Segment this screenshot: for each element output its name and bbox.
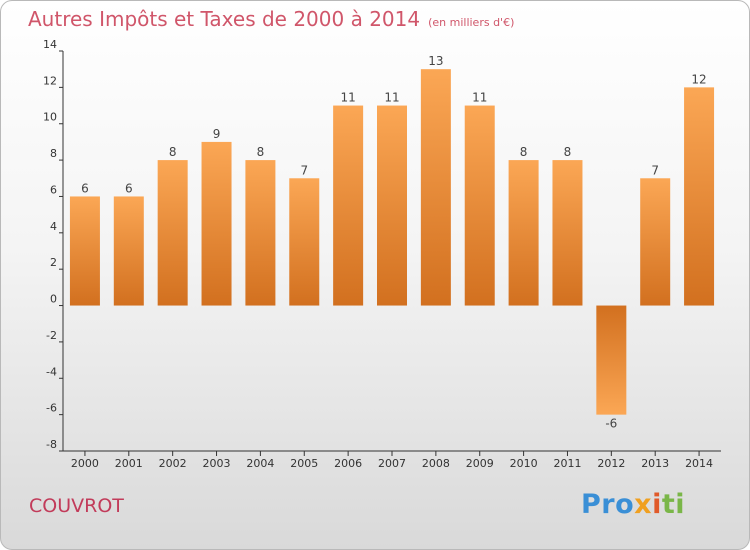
y-tick-label: 0 [50,293,57,306]
bar-value-label: 11 [340,91,355,105]
chart-unit-note: (en milliers d'€) [428,16,515,29]
x-tick-label: 2009 [466,457,494,470]
bar-value-label: 6 [125,181,133,195]
bar [157,160,188,306]
bar-value-label: 13 [428,54,443,68]
bar-value-label: 6 [81,181,89,195]
bar-value-label: 7 [300,163,308,177]
y-tick-label: 8 [50,147,57,160]
x-tick-label: 2010 [510,457,538,470]
chart-value-labels: 6 6 8 9 8 7 11 11 13 11 8 8 -6 7 12 [81,54,707,430]
bar-value-label: 8 [520,145,528,159]
x-tick-label: 2014 [685,457,713,470]
bar-value-label: 12 [691,72,706,86]
bar [245,160,276,306]
bar-value-label: 8 [169,145,177,159]
chart-title: Autres Impôts et Taxes de 2000 à 2014 (en… [28,7,514,31]
x-tick-label: 2004 [246,457,274,470]
bar [640,178,671,306]
bar-value-label: 11 [384,91,399,105]
bar [420,69,451,306]
bar-value-label: 8 [564,145,572,159]
y-tick-label: -6 [46,402,57,415]
x-tick-label: 2003 [203,457,231,470]
bar [333,105,364,306]
y-tick-label: 12 [43,74,57,87]
x-tick-label: 2011 [553,457,581,470]
bar [552,160,583,306]
bar-value-label: 9 [213,127,221,141]
bar-value-label: -6 [605,417,617,431]
proxiti-logo: Proxiti [581,489,686,520]
x-tick-label: 2001 [115,457,143,470]
x-tick-label: 2013 [641,457,669,470]
bar [684,87,715,306]
y-tick-label: 10 [43,111,57,124]
y-tick-label: 6 [50,183,57,196]
x-tick-label: 2000 [71,457,99,470]
bar [201,141,232,306]
bar-value-label: 7 [651,163,659,177]
x-tick-label: 2012 [597,457,625,470]
x-tick-label: 2008 [422,457,450,470]
bar [508,160,539,306]
bar [69,196,100,306]
y-tick-label: -4 [46,365,57,378]
y-tick-label: 2 [50,256,57,269]
chart-title-text: Autres Impôts et Taxes de 2000 à 2014 [28,7,421,31]
bar [113,196,144,306]
y-tick-label: 14 [43,38,57,51]
x-tick-label: 2002 [159,457,187,470]
bar-value-label: 8 [257,145,265,159]
x-tick-label: 2006 [334,457,362,470]
x-tick-label: 2005 [290,457,318,470]
bar-value-label: 11 [472,91,487,105]
bar [377,105,407,306]
bar [464,105,495,306]
bar [289,178,320,306]
x-tick-label: 2007 [378,457,406,470]
bar [596,305,627,415]
chart-bars [69,69,715,415]
y-tick-label: -2 [46,329,57,342]
y-tick-label: 4 [50,220,57,233]
y-tick-label: -8 [46,438,57,451]
place-name: COUVROT [29,495,124,517]
chart-axes: -8 -6 -4 -2 0 2 4 6 8 10 12 14 2000 2001 2002 2003 2004 2… [43,38,721,470]
